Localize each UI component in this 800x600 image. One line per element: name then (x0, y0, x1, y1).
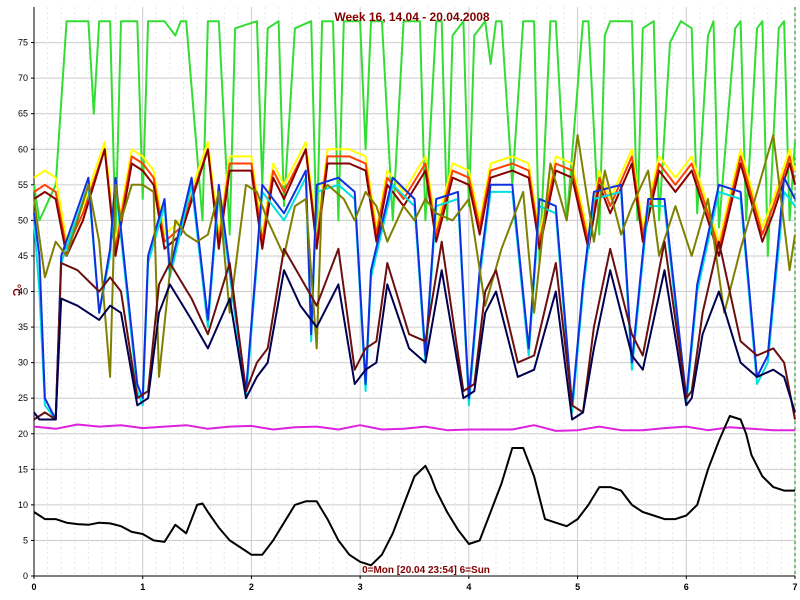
x-tick-label: 0 (31, 582, 36, 592)
y-tick-label: 30 (18, 358, 28, 368)
y-tick-label: 0 (23, 571, 28, 581)
y-tick-label: 35 (18, 322, 28, 332)
x-axis-label: 0=Mon [20.04 23:54] 6=Sun (362, 565, 490, 576)
y-tick-label: 70 (18, 73, 28, 83)
series-line-6 (33, 169, 796, 421)
y-tick-label: 60 (18, 144, 28, 154)
x-tick-label: 2 (249, 582, 254, 592)
series-line-3 (33, 148, 796, 250)
series-line-7 (33, 134, 796, 378)
series-line-11 (33, 415, 795, 567)
y-tick-label: 50 (18, 215, 28, 225)
series-layer (33, 20, 796, 567)
y-tick-label: 75 (18, 38, 28, 48)
y-tick-label: 10 (18, 500, 28, 510)
x-tick-label: 4 (466, 582, 471, 592)
chart-title: Week 16, 14.04 - 20.04.2008 (334, 10, 490, 24)
y-tick-label: 65 (18, 109, 28, 119)
x-tick-label: 6 (684, 582, 689, 592)
y-tick-label: 40 (18, 287, 28, 297)
series-line-1 (33, 20, 796, 264)
y-tick-label: 55 (18, 180, 28, 190)
x-tick-label: 3 (358, 582, 363, 592)
y-tick-label: 20 (18, 429, 28, 439)
x-tick-label: 5 (575, 582, 580, 592)
x-tick-label: 1 (140, 582, 145, 592)
series-line-2 (33, 141, 796, 243)
y-tick-label: 15 (18, 464, 28, 474)
x-tick-label: 7 (792, 582, 797, 592)
series-line-8 (33, 240, 796, 421)
series-line-10 (33, 423, 795, 432)
y-tick-label: 5 (23, 535, 28, 545)
y-tick-label: 25 (18, 393, 28, 403)
series-line-9 (33, 269, 796, 421)
y-axis-label: °C (10, 284, 22, 296)
y-tick-label: 45 (18, 251, 28, 261)
